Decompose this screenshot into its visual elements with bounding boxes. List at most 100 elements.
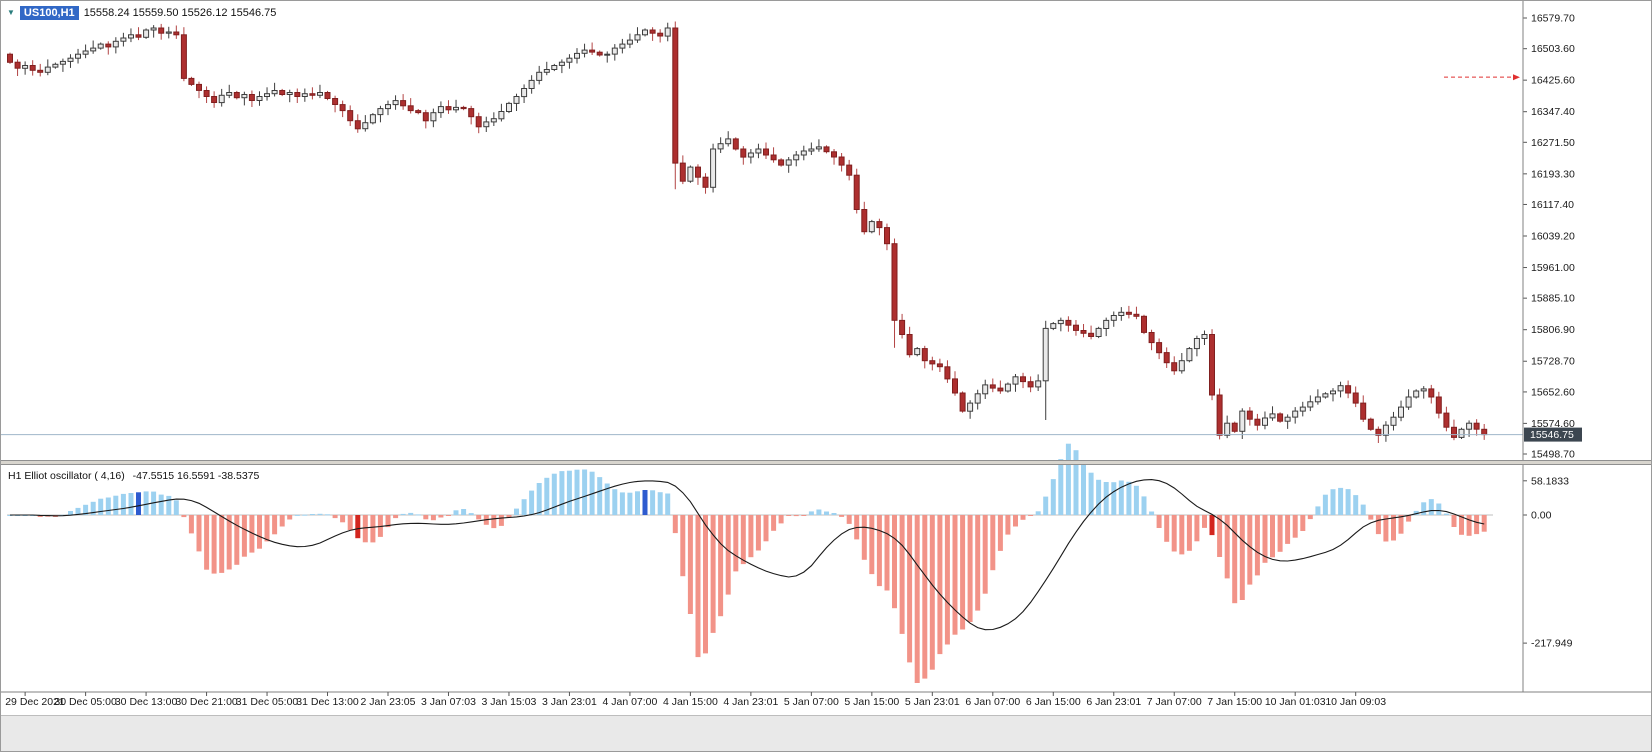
time-axis[interactable] bbox=[1, 692, 1651, 714]
candle bbox=[362, 115, 369, 132]
histogram-bar bbox=[937, 515, 943, 655]
candle bbox=[475, 112, 482, 134]
histogram-bar bbox=[1262, 515, 1268, 563]
candle bbox=[1118, 307, 1125, 321]
candle bbox=[1443, 406, 1450, 432]
histogram-bar bbox=[1330, 489, 1336, 515]
candle bbox=[392, 95, 399, 110]
one-click-trading-toggle-icon[interactable]: ▼ bbox=[7, 8, 15, 17]
histogram-bar bbox=[136, 492, 141, 515]
time-axis-label: 7 Jan 15:00 bbox=[1207, 696, 1262, 708]
candle bbox=[1292, 407, 1299, 424]
candle bbox=[1186, 347, 1193, 363]
candle bbox=[929, 356, 936, 371]
pane-separator[interactable] bbox=[1, 460, 1651, 465]
histogram-bar bbox=[703, 515, 708, 654]
price-axis-label: 15498.70 bbox=[1531, 449, 1575, 461]
histogram-bar bbox=[627, 492, 633, 515]
histogram-bar bbox=[952, 515, 958, 635]
candle bbox=[740, 146, 747, 165]
candle bbox=[44, 59, 51, 76]
histogram-bar bbox=[876, 515, 882, 587]
histogram-bar bbox=[355, 515, 361, 539]
histogram-bar bbox=[990, 515, 996, 571]
candle bbox=[196, 81, 202, 99]
histogram-bar bbox=[468, 513, 474, 515]
candle bbox=[14, 59, 21, 76]
time-axis-label: 5 Jan 23:01 bbox=[905, 696, 960, 708]
histogram-bar bbox=[1383, 515, 1389, 542]
histogram-bar bbox=[1270, 515, 1275, 558]
candle bbox=[37, 63, 44, 77]
histogram-bar bbox=[816, 509, 822, 515]
oscillator-signal-line bbox=[10, 479, 1485, 631]
candle bbox=[634, 27, 641, 43]
candle bbox=[150, 25, 157, 38]
histogram-bar bbox=[385, 515, 391, 528]
candle bbox=[1262, 411, 1268, 430]
candle bbox=[1337, 381, 1344, 398]
candle bbox=[1345, 380, 1352, 399]
histogram-bar bbox=[1096, 479, 1102, 515]
histogram-bar bbox=[393, 515, 399, 519]
histogram-bar bbox=[793, 515, 799, 517]
histogram-bar bbox=[37, 515, 43, 517]
candle bbox=[611, 44, 618, 61]
histogram-bar bbox=[158, 494, 164, 515]
candle bbox=[982, 379, 989, 399]
histogram-bar bbox=[944, 515, 950, 645]
histogram-bar bbox=[90, 501, 96, 515]
candle bbox=[75, 48, 81, 64]
candle bbox=[717, 137, 724, 153]
candle bbox=[1413, 389, 1420, 399]
candle bbox=[1299, 401, 1306, 417]
price-chart-pane[interactable] bbox=[1, 1, 1523, 460]
candle bbox=[173, 25, 180, 39]
histogram-bar bbox=[619, 492, 625, 515]
histogram-bar bbox=[1481, 515, 1487, 532]
histogram-bar bbox=[1428, 499, 1434, 515]
candle bbox=[815, 139, 822, 152]
histogram-bar bbox=[272, 515, 278, 535]
histogram-bar bbox=[748, 515, 754, 558]
histogram-bar bbox=[997, 515, 1003, 551]
histogram-bar bbox=[347, 515, 353, 530]
oscillator-axis-labels: 58.1833 0.00 -217.949 bbox=[1523, 475, 1573, 650]
candle bbox=[233, 90, 240, 100]
candles-layer bbox=[7, 21, 1488, 443]
histogram-bar bbox=[718, 515, 724, 617]
histogram-bar bbox=[120, 493, 126, 515]
histogram-bar bbox=[83, 504, 89, 515]
price-axis-label: 16271.50 bbox=[1531, 137, 1575, 149]
candle bbox=[672, 21, 679, 190]
histogram-bar bbox=[1322, 494, 1328, 515]
candle bbox=[1209, 329, 1215, 401]
candle bbox=[112, 37, 119, 54]
time-axis-label: 29 Dec 2021 bbox=[5, 696, 65, 708]
candle bbox=[967, 400, 974, 419]
candle bbox=[506, 101, 512, 114]
candle bbox=[1141, 314, 1147, 335]
histogram-bar bbox=[967, 515, 973, 622]
price-axis[interactable] bbox=[1523, 1, 1651, 692]
candle bbox=[876, 218, 883, 236]
candle bbox=[332, 95, 339, 113]
histogram-bar bbox=[1307, 515, 1313, 520]
histogram-bar bbox=[279, 515, 285, 527]
price-axis-label: 15728.70 bbox=[1531, 356, 1575, 368]
candle bbox=[226, 84, 233, 99]
candle bbox=[1103, 317, 1110, 337]
histogram-bar bbox=[340, 515, 346, 523]
current-price-badge-text: 15546.75 bbox=[1530, 429, 1574, 441]
oscillator-pane[interactable] bbox=[1, 465, 1523, 692]
candle bbox=[1057, 317, 1064, 332]
candle bbox=[695, 164, 701, 185]
candle bbox=[1269, 406, 1276, 421]
ohlc-quote-line: 15558.24 15559.50 15526.12 15546.75 bbox=[83, 7, 277, 19]
histogram-bar bbox=[476, 515, 482, 520]
histogram-bar bbox=[68, 511, 73, 515]
candle bbox=[778, 158, 785, 167]
histogram-bar bbox=[559, 471, 565, 515]
